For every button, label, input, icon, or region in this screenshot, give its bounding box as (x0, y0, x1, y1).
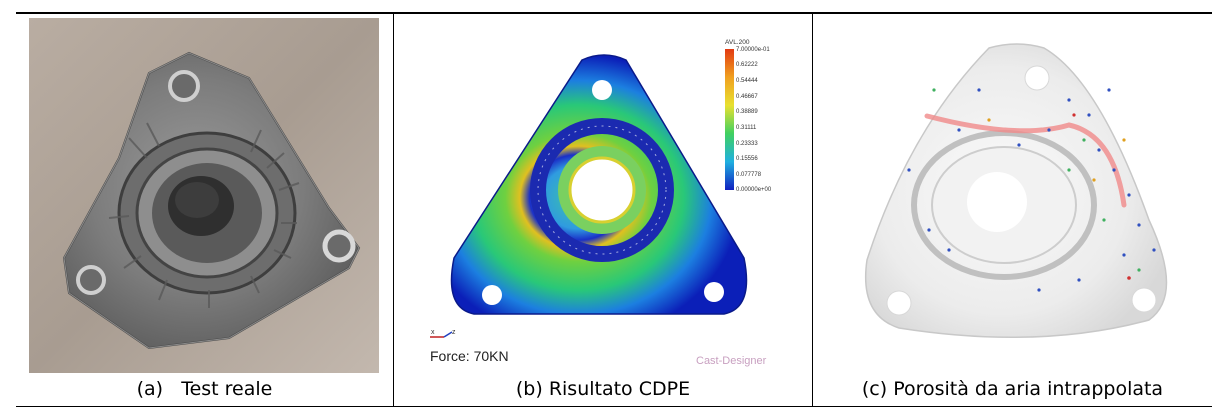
axis-triad-icon: x z (430, 329, 456, 338)
brand-watermark: Cast-Designer (696, 355, 767, 367)
panel-cdpe-result: AVL.200 7.00000e-01 0.62222 0.54444 0.46… (393, 14, 812, 406)
legend-tick: 0.00000e+00 (736, 187, 772, 193)
legend-tick: 7.00000e-01 (736, 47, 770, 53)
figure-table: (a) Test reale (16, 12, 1212, 407)
legend-tick: 0.077778 (736, 172, 762, 178)
legend-tick: 0.46667 (736, 94, 758, 100)
caption-b: (b) Risultato CDPE (515, 378, 691, 400)
legend-tick: 0.15556 (736, 156, 758, 162)
legend-tick: 0.38889 (736, 109, 758, 115)
svg-text:z: z (452, 329, 456, 336)
panel-real-test: (a) Test reale (16, 14, 393, 406)
real-test-photo (29, 18, 379, 373)
panel-porosity: (c) Porosità da aria intrappolata (812, 14, 1212, 406)
legend-tick: 0.31111 (736, 125, 757, 131)
legend-title: AVL.200 (725, 39, 750, 46)
porosity-plot (864, 43, 1168, 339)
legend-tick: 0.23333 (736, 141, 758, 147)
caption-a: (a) Test reale (136, 378, 273, 400)
svg-text:x: x (431, 329, 435, 336)
color-legend-bar (725, 49, 734, 190)
force-label: Force: 70KN (430, 348, 509, 364)
cdpe-stress-plot: AVL.200 7.00000e-01 0.62222 0.54444 0.46… (430, 39, 772, 367)
legend-tick: 0.54444 (736, 78, 758, 84)
legend-tick: 0.62222 (736, 62, 758, 68)
caption-c: (c) Porosità da aria intrappolata (861, 378, 1164, 400)
